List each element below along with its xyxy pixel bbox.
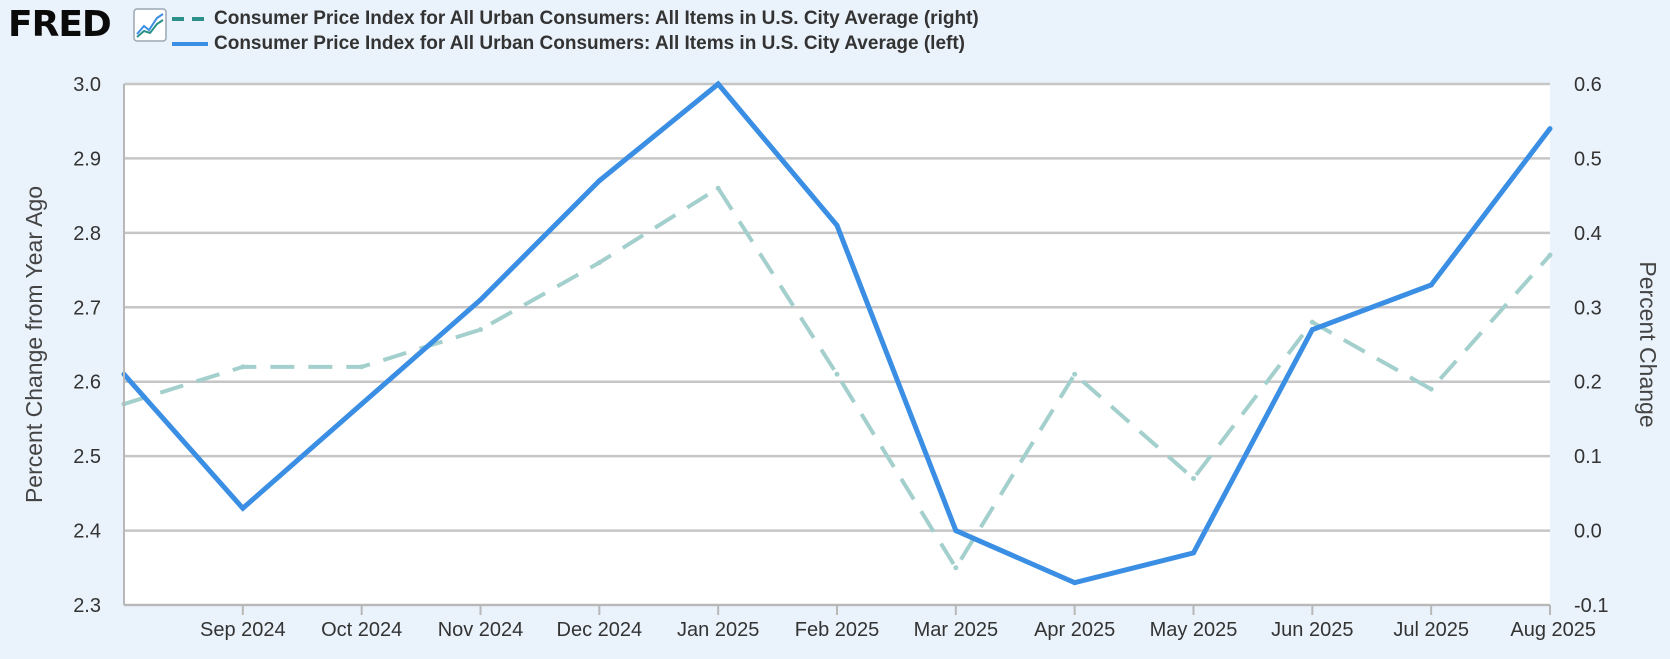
left-series-point (953, 528, 959, 534)
right-series-point (359, 364, 365, 370)
right-axis-tick-label: 0.5 (1574, 148, 1602, 170)
right-series-point (1309, 319, 1315, 325)
left-axis-tick-label: 3.0 (73, 74, 101, 96)
x-tick-label: Feb 2025 (795, 619, 880, 641)
chart-legend: Consumer Price Index for All Urban Consu… (170, 6, 979, 56)
legend-item-right-series[interactable]: Consumer Price Index for All Urban Consu… (170, 6, 979, 31)
x-tick-label: Mar 2025 (914, 619, 999, 641)
right-series-point (1547, 252, 1553, 258)
left-axis-tick-label: 2.7 (73, 297, 101, 319)
x-tick-label: Jul 2025 (1393, 619, 1469, 641)
plot-area (124, 84, 1550, 605)
legend-label-left-series: Consumer Price Index for All Urban Consu… (214, 32, 966, 54)
fred-logo[interactable]: FRED (8, 4, 112, 45)
x-tick-label: Jun 2025 (1271, 619, 1353, 641)
left-series-point (1309, 327, 1315, 333)
chart-graph-icon[interactable] (133, 8, 167, 42)
left-axis-tick-label: 2.3 (73, 595, 101, 617)
legend-label-right-series: Consumer Price Index for All Urban Consu… (214, 7, 979, 29)
right-axis-tick-label: 0.0 (1574, 521, 1602, 543)
right-series-point (596, 260, 602, 266)
left-axis-tick-label: 2.8 (73, 223, 101, 245)
x-tick-label: Aug 2025 (1510, 619, 1596, 641)
x-tick-label: May 2025 (1150, 619, 1238, 641)
left-series-point (359, 401, 365, 407)
right-series-point (1191, 475, 1196, 481)
x-tick-label: Dec 2024 (557, 619, 643, 641)
x-tick-label: Jan 2025 (677, 619, 759, 641)
left-axis-tick-label: 2.6 (73, 372, 101, 394)
left-axis-tick-label: 2.4 (73, 521, 101, 543)
right-series-point (1072, 371, 1078, 377)
solid-line-swatch-icon (172, 41, 208, 46)
right-series-point (240, 364, 246, 370)
left-series-point (834, 222, 840, 228)
left-axis-tick-label: 2.5 (73, 446, 101, 468)
dashed-line-swatch-icon (172, 16, 208, 21)
right-axis-tick-label: 0.4 (1574, 223, 1602, 245)
right-axis-title: Percent Change (1635, 261, 1661, 427)
right-axis-tick-label: 0.1 (1574, 446, 1602, 468)
left-series-point (1428, 282, 1434, 288)
right-axis-tick-label: 0.2 (1574, 372, 1602, 394)
left-series-point (240, 505, 246, 511)
x-tick-label: Oct 2024 (321, 619, 402, 641)
x-tick-label: Apr 2025 (1034, 619, 1115, 641)
left-axis-tick-label: 2.9 (73, 148, 101, 170)
right-series-point (1428, 386, 1434, 392)
right-axis-tick-label: 0.6 (1574, 74, 1602, 96)
right-series-point (953, 565, 959, 571)
right-axis-tick-label: 0.3 (1574, 297, 1602, 319)
x-tick-label: Sep 2024 (200, 619, 286, 641)
right-axis-tick-label: -0.1 (1574, 595, 1608, 617)
left-series-point (478, 297, 483, 303)
x-tick-label: Nov 2024 (438, 619, 524, 641)
left-series-point (1072, 580, 1078, 586)
left-series-point (1547, 126, 1553, 132)
right-series-point (834, 371, 840, 377)
left-series-point (596, 178, 602, 184)
right-series-point (715, 185, 721, 191)
left-series-point (715, 81, 721, 87)
left-series-point (1191, 550, 1196, 556)
left-axis-title: Percent Change from Year Ago (21, 186, 47, 503)
right-series-point (478, 327, 483, 333)
legend-item-left-series[interactable]: Consumer Price Index for All Urban Consu… (170, 31, 979, 56)
